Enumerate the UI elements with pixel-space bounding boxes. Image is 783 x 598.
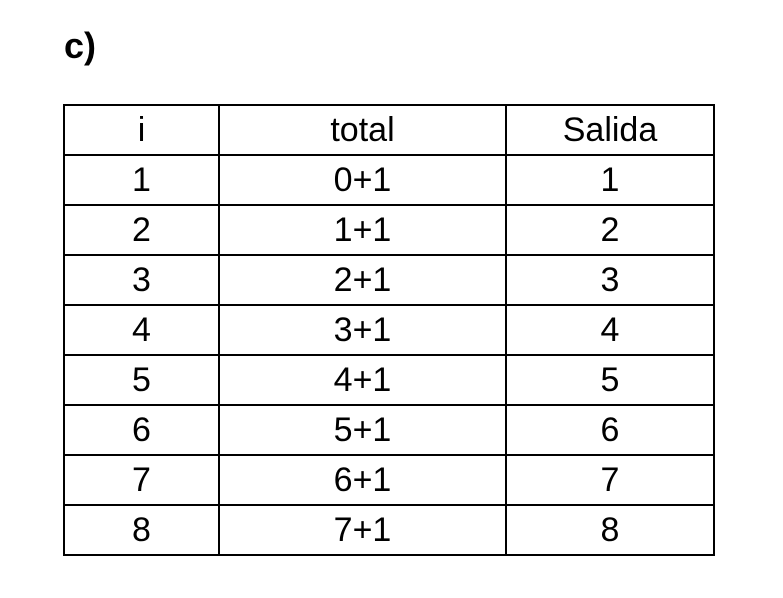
- cell-i: 6: [63, 404, 220, 456]
- cell-i: 8: [63, 504, 220, 556]
- cell-salida: 8: [505, 504, 715, 556]
- table-row: 2 1+1 2: [63, 204, 715, 256]
- table-row: 1 0+1 1: [63, 154, 715, 206]
- table-row: 8 7+1 8: [63, 504, 715, 556]
- table-header-row: i total Salida: [63, 104, 715, 156]
- cell-total: 5+1: [218, 404, 507, 456]
- section-label: c): [64, 25, 97, 66]
- table-row: 3 2+1 3: [63, 254, 715, 306]
- column-header-salida: Salida: [505, 104, 715, 156]
- cell-salida: 7: [505, 454, 715, 506]
- table-row: 5 4+1 5: [63, 354, 715, 406]
- cell-salida: 3: [505, 254, 715, 306]
- cell-salida: 4: [505, 304, 715, 356]
- cell-total: 1+1: [218, 204, 507, 256]
- cell-salida: 1: [505, 154, 715, 206]
- cell-salida: 6: [505, 404, 715, 456]
- trace-table: i total Salida 1 0+1 1 2 1+1 2 3 2+1 3 4…: [63, 104, 715, 556]
- cell-salida: 2: [505, 204, 715, 256]
- cell-i: 5: [63, 354, 220, 406]
- cell-total: 7+1: [218, 504, 507, 556]
- cell-i: 1: [63, 154, 220, 206]
- table-row: 7 6+1 7: [63, 454, 715, 506]
- table-row: 4 3+1 4: [63, 304, 715, 356]
- cell-i: 3: [63, 254, 220, 306]
- table-row: 6 5+1 6: [63, 404, 715, 456]
- cell-salida: 5: [505, 354, 715, 406]
- cell-i: 4: [63, 304, 220, 356]
- cell-i: 7: [63, 454, 220, 506]
- cell-total: 4+1: [218, 354, 507, 406]
- cell-i: 2: [63, 204, 220, 256]
- cell-total: 6+1: [218, 454, 507, 506]
- cell-total: 0+1: [218, 154, 507, 206]
- column-header-total: total: [218, 104, 507, 156]
- cell-total: 3+1: [218, 304, 507, 356]
- column-header-i: i: [63, 104, 220, 156]
- cell-total: 2+1: [218, 254, 507, 306]
